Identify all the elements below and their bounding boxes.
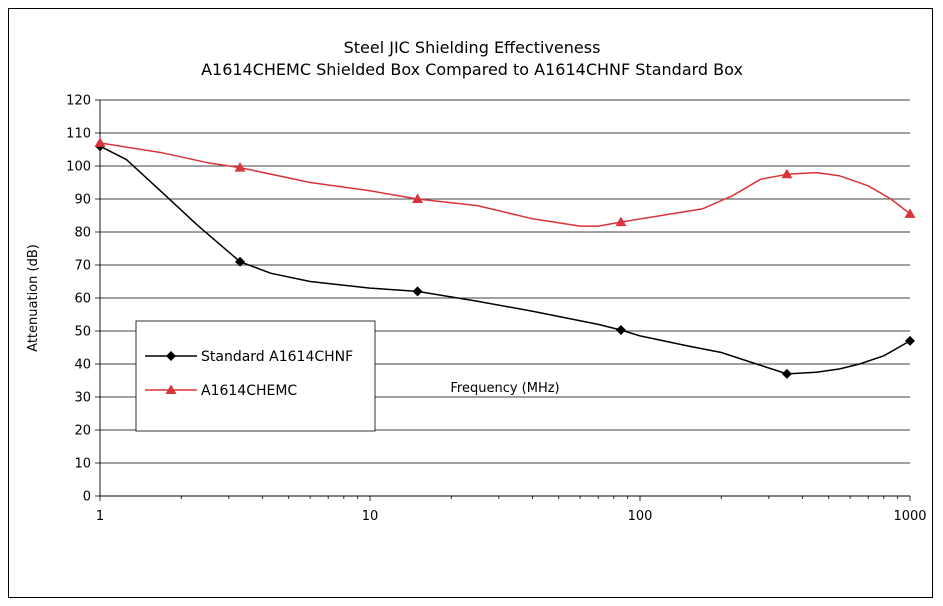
chart-title: Steel JIC Shielding Effectiveness	[344, 38, 601, 57]
x-tick-label: 1	[96, 509, 104, 524]
legend-marker-emc	[165, 384, 177, 394]
y-tick-label: 100	[66, 160, 91, 175]
data-point-0-5	[905, 335, 915, 346]
y-tick-label: 110	[66, 127, 91, 142]
x-tick-label: 1000	[893, 509, 926, 524]
legend-box	[135, 320, 376, 432]
data-point-0-1	[234, 256, 245, 267]
data-point-1-0	[94, 137, 106, 147]
y-tick-label: 50	[74, 325, 91, 340]
y-tick-label: 90	[74, 193, 91, 208]
data-point-0-3	[615, 325, 626, 336]
x-tick-labels: 1 10 100 1000	[96, 509, 927, 524]
data-point-0-2	[412, 286, 423, 297]
series-line-1	[99, 142, 911, 227]
chart-subtitle: A1614CHEMC Shielded Box Compared to A161…	[201, 60, 743, 79]
data-point-0-4	[781, 368, 792, 379]
y-tick-label: 30	[74, 391, 91, 406]
legend-label-standard: Standard A1614CHNF	[201, 349, 353, 365]
data-point-1-2	[412, 193, 424, 203]
series-lines	[99, 142, 911, 375]
x-tick-label: 100	[628, 509, 653, 524]
y-tick-label: 20	[74, 424, 91, 439]
x-tick-label: 10	[362, 509, 379, 524]
legend: Standard A1614CHNF A1614CHEMC	[135, 320, 376, 432]
y-tick-label: 0	[83, 490, 91, 505]
y-tick-label: 70	[74, 259, 91, 274]
y-tick-label: 40	[74, 358, 91, 373]
data-point-1-4	[781, 168, 793, 179]
y-tick-labels: 0 10 20 30 40 50 60 70 80 90 100 110 120	[66, 94, 91, 505]
y-tick-label: 60	[74, 292, 91, 307]
y-tick-label: 120	[66, 94, 91, 109]
data-point-1-5	[904, 208, 916, 218]
series-markers	[94, 137, 916, 379]
chart-frame: Steel JIC Shielding Effectiveness A1614C…	[8, 8, 933, 598]
y-tick-label: 10	[74, 457, 91, 472]
series-line-0	[99, 145, 911, 375]
legend-label-emc: A1614CHEMC	[201, 383, 297, 399]
x-axis-title: Frequency (MHz)	[450, 381, 559, 396]
data-point-1-3	[615, 216, 627, 227]
legend-marker-standard	[166, 351, 176, 361]
data-point-1-1	[234, 162, 246, 172]
y-axis-title: Attenuation (dB)	[26, 244, 41, 352]
y-tick-label: 80	[74, 226, 91, 241]
attenuation-chart: Steel JIC Shielding Effectiveness A1614C…	[26, 38, 927, 524]
axes	[95, 99, 911, 501]
